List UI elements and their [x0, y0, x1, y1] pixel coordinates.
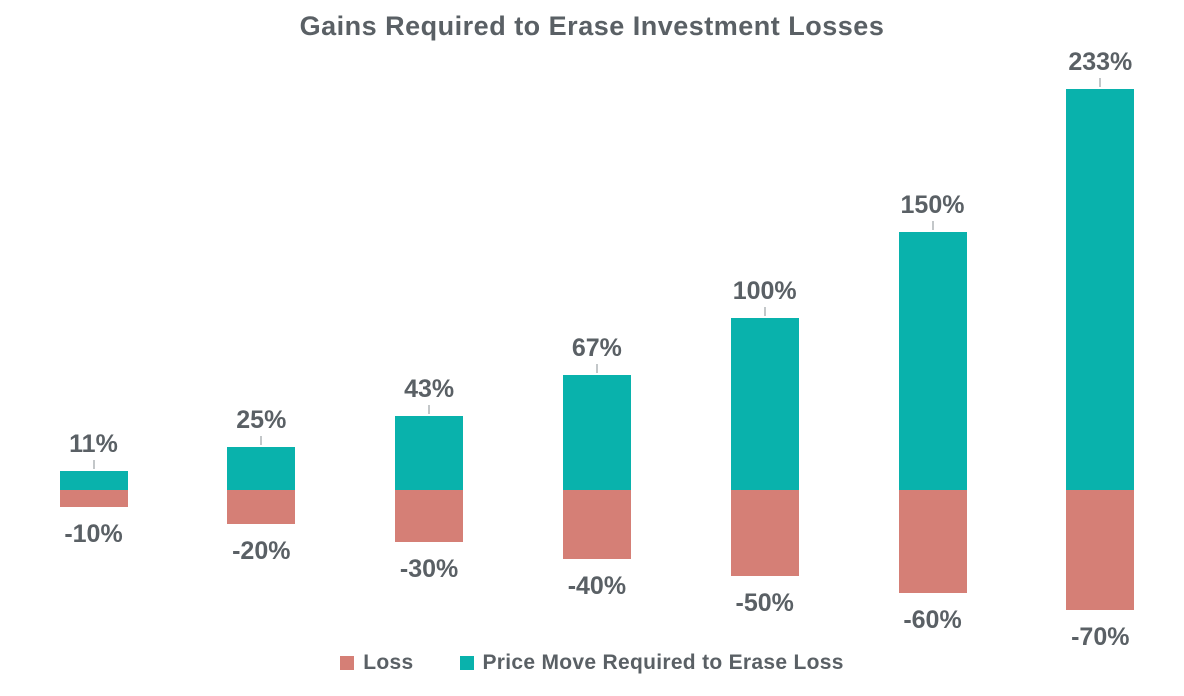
- gain-bar-segment: [562, 374, 631, 490]
- loss-value-label: -30%: [399, 554, 459, 583]
- legend-item-loss: Loss: [340, 651, 413, 675]
- loss-value-label: -20%: [232, 537, 291, 566]
- gain-value-label: 25%: [236, 406, 287, 434]
- gain-value-label: 67%: [571, 333, 622, 362]
- gain-value-label: 233%: [1068, 48, 1133, 77]
- gain-value-label: 11%: [69, 430, 118, 459]
- legend: Loss Price Move Required to Erase Loss: [0, 651, 1184, 675]
- gain-bar-segment: [1066, 89, 1135, 490]
- loss-value-label: -10%: [64, 520, 123, 549]
- chart-title: Gains Required to Erase Investment Losse…: [299, 11, 885, 41]
- gain-value-label: 100%: [732, 277, 797, 305]
- legend-item-gain: Price Move Required to Erase Loss: [459, 651, 844, 675]
- gain-bar-segment: [227, 447, 296, 490]
- loss-value-label: -70%: [1071, 623, 1130, 652]
- legend-swatch-gain-icon: [459, 656, 474, 670]
- loss-value-label: -60%: [903, 606, 962, 635]
- gain-bar-segment: [730, 318, 799, 490]
- gain-bar-segment: [898, 232, 967, 490]
- label-leader-tick: [92, 460, 95, 470]
- gain-bar-segment: [59, 471, 128, 490]
- loss-value-label: -40%: [567, 571, 627, 600]
- loss-bar-segment: [395, 490, 464, 542]
- label-leader-tick: [260, 436, 263, 445]
- loss-bar-segment: [898, 490, 967, 594]
- loss-bar-segment: [562, 490, 631, 559]
- legend-swatch-loss-icon: [340, 656, 355, 670]
- label-leader-tick: [595, 363, 598, 373]
- gain-bar-segment: [395, 416, 464, 490]
- label-leader-tick: [428, 405, 431, 415]
- legend-label-loss: Loss: [363, 651, 414, 674]
- legend-label-gain: Price Move Required to Erase Loss: [482, 651, 844, 674]
- loss-bar-segment: [59, 490, 128, 508]
- gain-value-label: 43%: [404, 375, 455, 404]
- loss-bar-segment: [1066, 490, 1135, 611]
- label-leader-tick: [763, 307, 766, 316]
- label-leader-tick: [931, 221, 934, 230]
- loss-value-label: -50%: [735, 589, 794, 617]
- label-leader-tick: [1099, 78, 1102, 88]
- loss-bar-segment: [227, 490, 296, 525]
- loss-bar-segment: [730, 490, 799, 576]
- gain-value-label: 150%: [900, 191, 965, 219]
